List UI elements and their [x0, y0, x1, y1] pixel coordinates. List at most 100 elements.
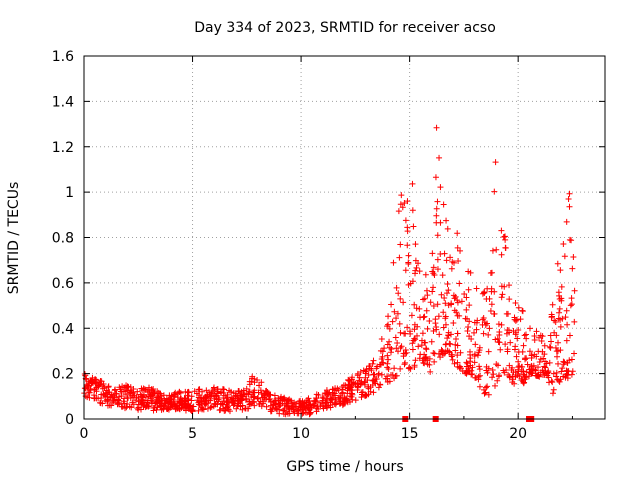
- data-point: [168, 392, 175, 399]
- data-point: [530, 362, 537, 369]
- data-point: [499, 291, 506, 298]
- data-point: [432, 174, 439, 181]
- data-point: [440, 309, 447, 316]
- data-point: [465, 268, 472, 275]
- data-point: [549, 301, 556, 308]
- data-point: [475, 373, 482, 380]
- data-point: [380, 359, 387, 366]
- data-point: [233, 405, 240, 412]
- data-point: [446, 348, 453, 355]
- data-point: [498, 283, 505, 290]
- data-point: [454, 342, 461, 349]
- data-point: [512, 373, 519, 380]
- data-point: [492, 336, 499, 343]
- data-point: [498, 251, 505, 258]
- x-tick-label: 20: [509, 426, 527, 442]
- data-point: [473, 374, 480, 381]
- y-tick-label: 1.6: [52, 49, 74, 65]
- data-point: [443, 290, 450, 297]
- data-point: [395, 348, 402, 355]
- data-point: [210, 403, 217, 410]
- data-point: [422, 345, 429, 352]
- data-point: [290, 404, 297, 411]
- data-point: [476, 383, 483, 390]
- data-point: [155, 389, 162, 396]
- data-point: [367, 388, 374, 395]
- data-point: [397, 365, 404, 372]
- data-point: [235, 398, 242, 405]
- data-point: [246, 398, 253, 405]
- data-point: [375, 384, 382, 391]
- data-point: [432, 316, 439, 323]
- data-point: [551, 317, 558, 324]
- data-point: [354, 384, 361, 391]
- data-point: [558, 297, 565, 304]
- data-point: [299, 410, 306, 417]
- data-point: [430, 303, 437, 310]
- data-point: [352, 397, 359, 404]
- data-point: [560, 361, 567, 368]
- data-point: [520, 342, 527, 349]
- x-tick-label: 15: [401, 426, 419, 442]
- data-point: [472, 341, 479, 348]
- data-point: [430, 264, 437, 271]
- data-point: [99, 400, 106, 407]
- data-point: [447, 331, 454, 338]
- data-point: [469, 371, 476, 378]
- data-point: [433, 124, 440, 131]
- data-point: [261, 395, 268, 402]
- data-point: [259, 394, 266, 401]
- data-point: [493, 246, 500, 253]
- data-point: [397, 295, 404, 302]
- data-point: [506, 282, 513, 289]
- data-point: [457, 349, 464, 356]
- data-point: [384, 341, 391, 348]
- data-point: [121, 395, 128, 402]
- data-point: [258, 391, 265, 398]
- data-point: [119, 383, 126, 390]
- data-point: [220, 389, 227, 396]
- data-point: [409, 207, 416, 214]
- data-point: [402, 346, 409, 353]
- data-point: [422, 271, 429, 278]
- data-point: [415, 260, 422, 267]
- data-point: [413, 264, 420, 271]
- data-point: [104, 396, 111, 403]
- data-point: [468, 367, 475, 374]
- data-point: [548, 338, 555, 345]
- data-point: [492, 159, 499, 166]
- data-point: [356, 374, 363, 381]
- data-point: [324, 391, 331, 398]
- data-point: [435, 313, 442, 320]
- data-point: [476, 372, 483, 379]
- data-point: [474, 352, 481, 359]
- data-point: [484, 383, 491, 390]
- data-point: [230, 390, 237, 397]
- data-point: [323, 387, 330, 394]
- data-point: [562, 314, 569, 321]
- data-point: [553, 369, 560, 376]
- data-point: [158, 393, 165, 400]
- data-point: [548, 378, 555, 385]
- data-point: [182, 388, 189, 395]
- data-point: [421, 360, 428, 367]
- data-point: [568, 301, 575, 308]
- data-point: [475, 349, 482, 356]
- data-point: [464, 360, 471, 367]
- data-point: [422, 356, 429, 363]
- grid: [84, 56, 605, 419]
- y-tick-label: 0.6: [52, 276, 74, 292]
- data-point: [116, 384, 123, 391]
- data-point: [551, 329, 558, 336]
- data-point: [188, 397, 195, 404]
- data-point: [119, 403, 126, 410]
- data-point: [505, 327, 512, 334]
- data-point: [488, 288, 495, 295]
- data-point: [474, 317, 481, 324]
- data-point: [563, 307, 570, 314]
- data-point: [393, 315, 400, 322]
- data-point: [542, 364, 549, 371]
- data-point: [145, 403, 152, 410]
- data-point: [299, 403, 306, 410]
- data-point: [526, 369, 533, 376]
